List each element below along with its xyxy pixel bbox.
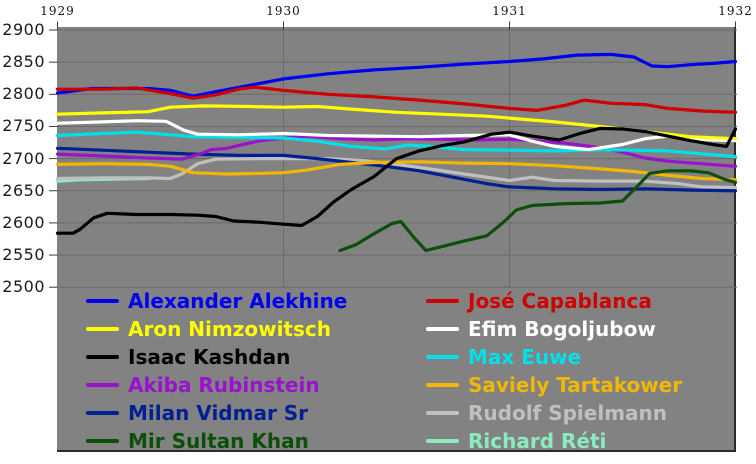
- legend-label: Saviely Tartakower: [468, 373, 683, 397]
- y-axis-label: 2750: [2, 116, 45, 136]
- legend-label: Efim Bogoljubow: [468, 317, 656, 341]
- legend-label: José Capablanca: [468, 289, 652, 313]
- legend-swatch-line: [86, 355, 119, 359]
- y-axis-label: 2600: [2, 212, 45, 232]
- legend-label: Akiba Rubinstein: [128, 373, 320, 397]
- legend-swatch-line: [426, 327, 459, 331]
- legend-item-rudolf-spielmann: Rudolf Spielmann: [426, 400, 667, 426]
- legend-swatch-line: [426, 355, 459, 359]
- y-axis-label: 2900: [2, 20, 45, 39]
- y-axis-label: 2550: [2, 245, 45, 265]
- legend-item-efim-bogoljubow: Efim Bogoljubow: [426, 316, 656, 342]
- legend-label: Alexander Alekhine: [128, 289, 348, 313]
- legend-label: Milan Vidmar Sr: [128, 401, 309, 425]
- legend-item-saviely-tartakower: Saviely Tartakower: [426, 372, 682, 398]
- legend-item-richard-r-ti: Richard Réti: [426, 428, 606, 454]
- legend-item-aron-nimzowitsch: Aron Nimzowitsch: [86, 316, 331, 342]
- legend-swatch-line: [86, 383, 119, 387]
- x-axis-label: 1932: [718, 4, 753, 18]
- legend-item-max-euwe: Max Euwe: [426, 344, 581, 370]
- legend-label: Mir Sultan Khan: [128, 429, 309, 453]
- legend-swatch-line: [426, 439, 459, 443]
- legend-label: Richard Réti: [468, 429, 607, 453]
- y-axis-label: 2650: [2, 180, 45, 200]
- legend-item-alexander-alekhine: Alexander Alekhine: [86, 288, 347, 314]
- legend-swatch-line: [86, 439, 119, 443]
- y-axis-label: 2500: [2, 277, 45, 297]
- legend-label: Rudolf Spielmann: [468, 401, 668, 425]
- legend-swatch-line: [426, 411, 459, 415]
- legend-swatch-line: [86, 327, 119, 331]
- legend-item-akiba-rubinstein: Akiba Rubinstein: [86, 372, 320, 398]
- x-axis-label: 1931: [492, 4, 527, 18]
- legend-label: Isaac Kashdan: [128, 345, 291, 369]
- y-axis-label: 2700: [2, 148, 45, 168]
- legend-item-isaac-kashdan: Isaac Kashdan: [86, 344, 290, 370]
- legend-item-milan-vidmar-sr: Milan Vidmar Sr: [86, 400, 308, 426]
- x-axis-label: 1930: [266, 4, 301, 18]
- legend-label: Max Euwe: [468, 345, 582, 369]
- legend-swatch-line: [426, 299, 459, 303]
- y-axis-label: 2850: [2, 52, 45, 72]
- y-axis-label: 2800: [2, 84, 45, 104]
- x-axis-label: 1929: [40, 4, 75, 18]
- legend-item-mir-sultan-khan: Mir Sultan Khan: [86, 428, 309, 454]
- legend-item-jos-capablanca: José Capablanca: [426, 288, 652, 314]
- legend-swatch-line: [86, 299, 119, 303]
- legend-swatch-line: [86, 411, 119, 415]
- legend-swatch-line: [426, 383, 459, 387]
- legend-label: Aron Nimzowitsch: [128, 317, 331, 341]
